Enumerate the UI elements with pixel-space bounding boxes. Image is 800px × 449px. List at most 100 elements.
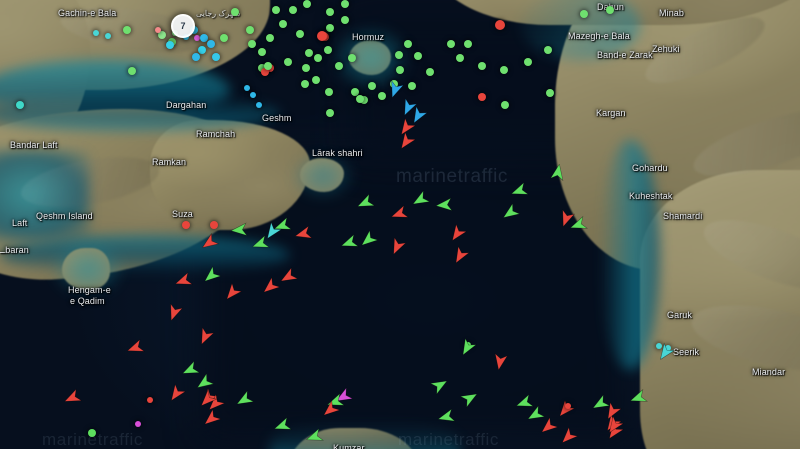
vessel-status-icon [324,46,332,54]
vessel-status-icon [266,34,274,42]
vessel-direction-icon [557,209,576,229]
vessel-direction-icon [557,426,579,447]
vessel-direction-icon [387,236,407,257]
vessel-direction-icon [125,338,145,358]
vessel-direction-icon [398,97,418,118]
vessel-direction-icon [459,388,481,408]
vessel-direction-icon [410,190,431,210]
vessel-status-icon [464,40,472,48]
vessel-status-icon [326,8,334,16]
vessel-status-icon [356,95,364,103]
vessel-direction-icon [492,352,509,371]
land-mainland-southeast [640,170,800,449]
vessel-status-icon [404,40,412,48]
vessel-direction-icon [396,131,417,152]
vessel-status-icon [272,6,280,14]
shallow-water-northeast [520,0,640,60]
vessel-status-icon [378,92,386,100]
vessel-direction-icon [173,271,193,291]
vessel-direction-icon [396,117,417,138]
vessel-status-icon [565,403,571,409]
vessel-status-icon [289,6,297,14]
vessel-status-icon [314,54,322,62]
vessel-status-icon [326,109,334,117]
shallow-water-east-coast [600,140,660,370]
vessel-direction-icon [304,427,324,447]
vessel-status-icon [261,68,269,76]
vessel-status-icon [296,30,304,38]
vessel-status-icon [524,58,532,66]
vessel-direction-icon [628,388,648,408]
vessel-status-icon [194,35,200,41]
vessel-status-icon [303,0,311,8]
vessel-direction-icon [278,267,299,287]
vessel-status-icon [478,62,486,70]
shallow-water-laft-bay [0,150,90,240]
vessel-status-icon [248,40,256,48]
vessel-status-icon [360,96,368,104]
vessel-direction-icon [436,408,456,426]
vessel-status-icon [580,10,588,18]
vessel-direction-icon [435,197,453,212]
vessel-status-icon [212,53,220,61]
vessel-status-icon [544,46,552,54]
vessel-status-icon [546,89,554,97]
vessel-status-icon [128,67,136,75]
vessel-status-icon [123,26,131,34]
vessel-status-icon [220,34,228,42]
vessel-cluster-badge[interactable]: 7 [171,14,195,38]
vessel-direction-icon [590,394,611,414]
shallow-water-musandam [270,420,460,449]
vessel-direction-icon [429,375,451,395]
vessel-status-icon [207,40,215,48]
vessel-status-icon [279,20,287,28]
vessel-direction-icon [537,416,559,437]
vessel-status-icon [155,27,161,33]
vessel-status-icon [105,33,111,39]
vessel-status-icon [317,31,327,41]
vessel-status-icon [166,41,174,49]
vessel-direction-icon [166,383,187,404]
vessel-status-icon [408,82,416,90]
vessel-direction-icon [604,415,625,436]
vessel-direction-icon [355,193,376,212]
vessel-status-icon [284,58,292,66]
vessel-status-icon [447,40,455,48]
vessel-status-icon [312,76,320,84]
vessel-status-icon [606,6,614,14]
vessel-status-icon [500,66,508,74]
vessel-status-icon [182,221,190,229]
vessel-status-icon [456,54,464,62]
vessel-status-icon [395,51,403,59]
vessel-direction-icon [450,245,470,267]
vessel-status-icon [210,221,218,229]
vessel-direction-icon [180,360,201,379]
vessel-status-icon [665,345,671,351]
vessel-direction-icon [339,233,359,253]
vessel-status-icon [256,102,262,108]
vessel-direction-icon [165,303,184,323]
vessel-direction-icon [408,105,428,127]
vessel-direction-icon [250,234,270,254]
vessel-status-icon [301,80,309,88]
vessel-status-icon [16,101,24,109]
vessel-status-icon [147,397,153,403]
vessel-direction-icon [234,390,255,410]
vessel-status-icon [368,82,376,90]
vessel-status-icon [192,53,200,61]
vessel-direction-icon [272,416,292,436]
vessel-direction-icon [272,216,292,236]
vessel-direction-icon [200,408,222,429]
vessel-direction-icon [195,326,215,347]
vessel-status-icon [495,20,505,30]
vessel-direction-icon [333,387,354,407]
vessel-status-icon [200,34,208,42]
vessel-status-icon [351,88,359,96]
vessel-status-icon [656,343,662,349]
vessel-direction-icon [447,223,468,244]
vessel-direction-icon [457,337,477,359]
vessel-status-icon [396,66,404,74]
vessel-direction-icon [221,282,243,303]
vessel-direction-icon [357,229,379,250]
